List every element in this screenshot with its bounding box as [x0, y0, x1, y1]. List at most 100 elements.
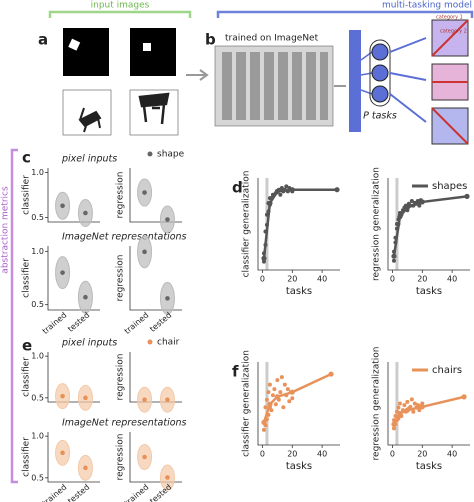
y-axis-label: regression generalization	[372, 347, 382, 461]
point	[282, 382, 287, 387]
mean-line	[392, 395, 465, 425]
header-metrics: abstraction metrics	[1, 148, 18, 484]
network-label: trained on ImageNet	[225, 34, 319, 44]
median-dot	[142, 397, 147, 403]
y-tick-label: 1.0	[31, 247, 44, 256]
point	[409, 397, 414, 402]
header-input: input images	[48, 1, 192, 18]
mean-point	[397, 214, 403, 220]
mean-point	[391, 421, 397, 427]
input-images	[62, 28, 179, 136]
point	[290, 396, 295, 401]
point	[287, 399, 292, 404]
mean-point	[274, 394, 280, 400]
x-tick-label: tested	[148, 311, 173, 334]
axis	[47, 432, 100, 483]
row-title: pixel inputs	[61, 154, 117, 165]
header-text: multi-tasking model	[382, 1, 472, 11]
point	[278, 390, 283, 395]
mean-point	[274, 188, 280, 194]
x-tick-label: tested	[66, 483, 91, 502]
y-axis-label: regression	[116, 434, 126, 481]
y-axis-label: regression	[116, 255, 126, 302]
legend-marker	[147, 151, 153, 157]
point	[264, 397, 269, 402]
y-tick-label: 1.0	[31, 432, 44, 441]
y-axis-label: classifier	[22, 437, 32, 477]
x-tick-label: 40	[317, 450, 327, 459]
legend-text: chairs	[432, 365, 462, 376]
point	[284, 184, 289, 189]
mean-point	[328, 371, 334, 377]
legend-marker	[147, 339, 153, 345]
y-tick-label: 0.5	[31, 300, 44, 309]
median-dot	[83, 210, 88, 216]
point	[396, 405, 401, 410]
x-tick-label: trained	[123, 311, 151, 336]
point	[266, 390, 271, 395]
x-tick-label: tested	[66, 311, 91, 334]
panel-label: d	[232, 179, 243, 197]
x-tick-label: 20	[287, 450, 297, 459]
x-axis-label: tasks	[286, 286, 312, 297]
point	[279, 375, 284, 380]
mean-point	[267, 200, 273, 206]
x-tick-label: 0	[260, 275, 265, 284]
y-tick-label: 0.5	[31, 393, 44, 402]
median-dot	[83, 294, 88, 300]
median-dot	[60, 203, 65, 209]
point	[263, 405, 268, 410]
point	[272, 387, 277, 392]
header-text: input images	[91, 1, 150, 11]
row-title: ImageNet representations	[62, 418, 187, 429]
point	[273, 402, 278, 407]
x-tick-label: 20	[417, 450, 427, 459]
x-tick-label: 40	[317, 275, 327, 284]
mean-point	[391, 253, 397, 259]
x-tick-label: tested	[148, 483, 173, 502]
point	[269, 408, 274, 413]
point	[412, 401, 417, 406]
point	[278, 192, 283, 197]
y-axis-label: classifier	[22, 258, 32, 298]
mean-point	[464, 193, 470, 199]
x-tick-label: 0	[390, 450, 395, 459]
point	[281, 405, 286, 410]
median-dot	[83, 395, 88, 401]
x-tick-label: 0	[260, 450, 265, 459]
x-tick-label: 40	[447, 450, 457, 459]
point	[393, 413, 398, 418]
median-dot	[142, 249, 147, 255]
point	[267, 382, 272, 387]
row-title: pixel inputs	[61, 338, 117, 349]
point	[261, 427, 266, 432]
point	[408, 404, 413, 409]
point	[279, 186, 284, 191]
y-axis-label: classifier generalization	[242, 350, 252, 457]
mean-point	[261, 419, 267, 425]
mean-point	[419, 404, 425, 410]
header-model: multi-tasking model	[216, 1, 474, 18]
row-title: ImageNet representations	[62, 232, 187, 243]
y-axis-label: classifier	[22, 175, 32, 215]
point	[409, 199, 414, 203]
point	[391, 426, 396, 431]
mean-point	[334, 187, 340, 193]
x-tick-label: trained	[41, 483, 69, 502]
mean-point	[397, 410, 403, 417]
legend-text: chair	[157, 338, 180, 348]
point	[417, 408, 422, 413]
point	[411, 409, 416, 414]
y-axis-label: regression	[116, 354, 126, 401]
legend-text: shape	[157, 150, 185, 160]
network	[214, 19, 469, 145]
axis	[387, 362, 470, 446]
mean-point	[419, 199, 425, 205]
x-tick-label: trained	[123, 483, 151, 502]
median-dot	[165, 397, 170, 403]
mean-point	[267, 401, 273, 407]
point	[270, 393, 275, 398]
panel-label: c	[22, 149, 31, 167]
mean-point	[404, 407, 410, 413]
